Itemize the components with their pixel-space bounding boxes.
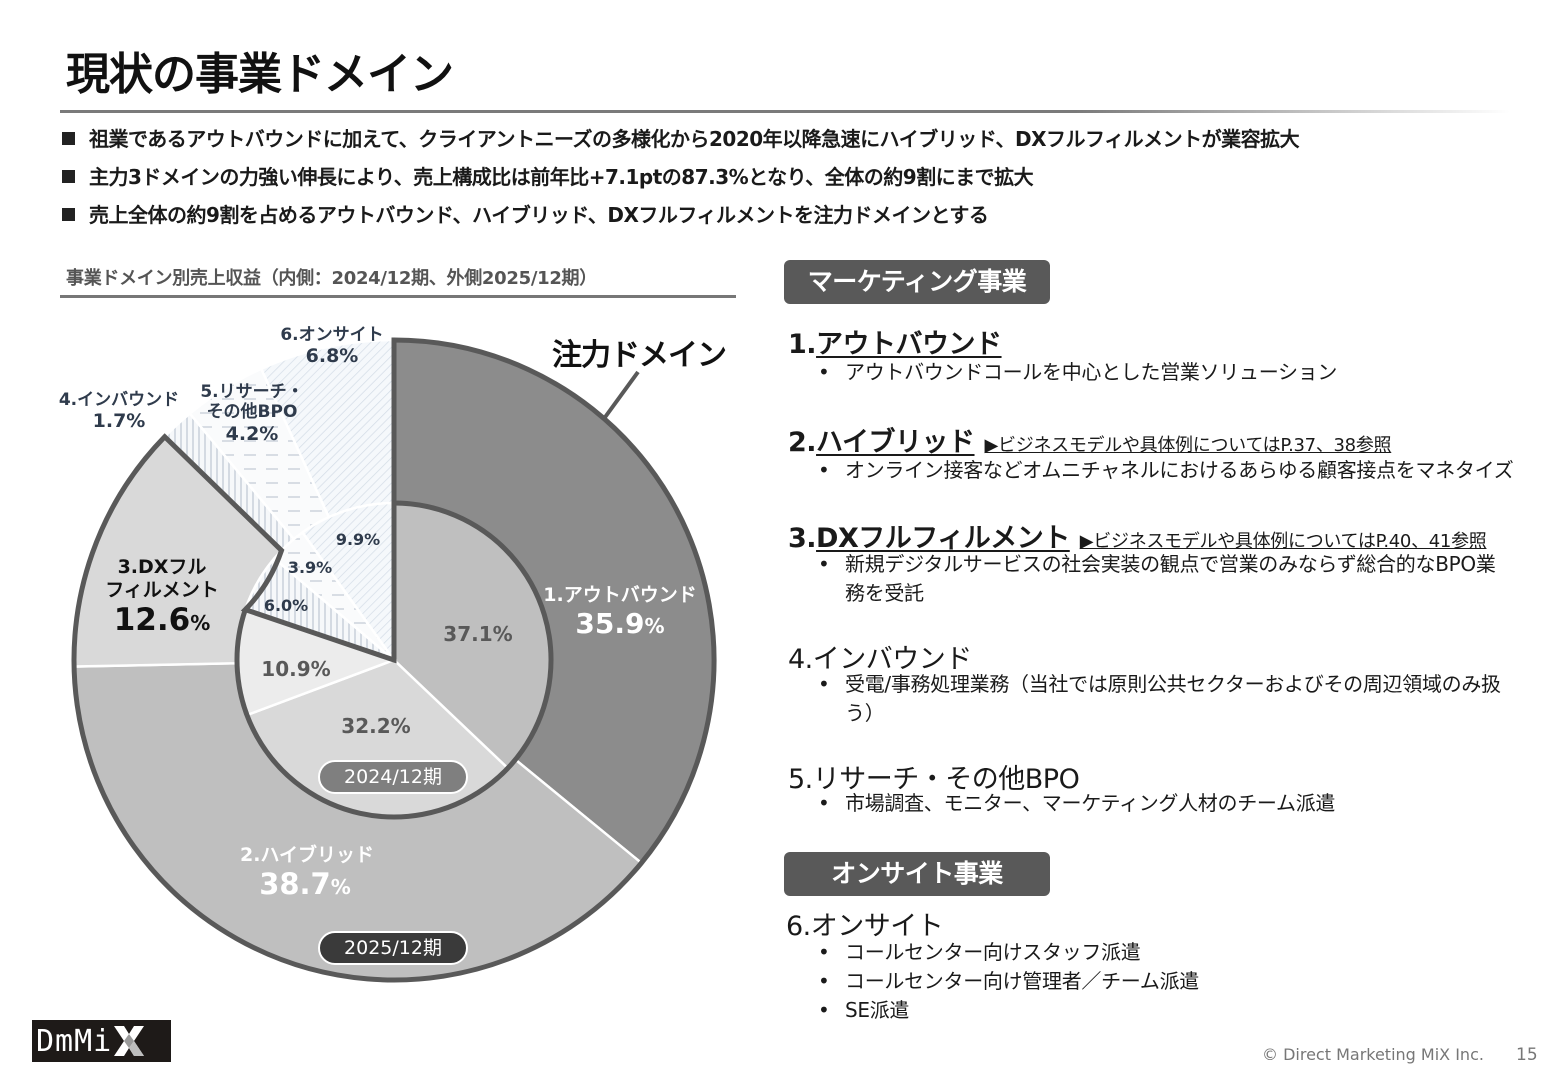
domain-desc-inbound: 受電/事務処理業務（当社では原則公共セクターおよびその周辺領域のみ扱う） xyxy=(818,670,1528,728)
outer-label-dx-fulfillment: 3.DXフル フィルメント 12.6% xyxy=(105,556,219,638)
outer-label-onsite: 6.オンサイト 6.8% xyxy=(280,325,384,368)
inner-label-inbound: 6.0% xyxy=(263,596,309,615)
outer-label-hybrid: 2.ハイブリッド 38.7% xyxy=(240,844,375,901)
summary-bullet: 売上全体の約9割を占めるアウトバウンド、ハイブリッド、DXフルフィルメントを注力… xyxy=(62,196,1299,234)
domain-heading-outbound: 1.アウトバウンド xyxy=(788,329,1002,360)
focus-domain-outline xyxy=(71,337,717,983)
square-bullet-icon xyxy=(62,170,75,183)
domain-desc-hybrid: オンライン接客などオムニチャネルにおけるあらゆる顧客接点をマネタイズ xyxy=(818,456,1514,485)
inner-label-onsite: 9.9% xyxy=(335,530,381,549)
chart-caption-divider xyxy=(60,295,736,298)
outer-label-outbound: 1.アウトバウンド 35.9% xyxy=(543,584,697,640)
domain-revenue-donut-chart xyxy=(71,337,717,983)
outer-label-inbound: 4.インバウンド 1.7% xyxy=(58,390,180,433)
inner-label-research-bpo: 3.9% xyxy=(287,558,333,577)
title-divider xyxy=(60,110,1510,113)
summary-bullets: 祖業であるアウトバウンドに加えて、クライアントニーズの多様化から2020年以降急… xyxy=(62,120,1300,234)
domain-desc-research-bpo: 市場調査、モニター、マーケティング人材のチーム派遣 xyxy=(818,789,1335,818)
inner-ring-outline xyxy=(234,500,554,820)
square-bullet-icon xyxy=(62,132,75,145)
page-number: 15 xyxy=(1516,1045,1538,1065)
inner-label-hybrid: 32.2% xyxy=(341,714,411,738)
outer-period-badge: 2025/12期 xyxy=(318,931,468,965)
inner-label-dx-fulfillment: 10.9% xyxy=(261,657,331,681)
domain-desc-onsite: コールセンター向けスタッフ派遣 コールセンター向け管理者／チーム派遣 SE派遣 xyxy=(818,938,1199,1025)
inner-period-badge: 2024/12期 xyxy=(318,760,468,794)
square-bullet-icon xyxy=(62,208,75,221)
domain-desc-dx-fulfillment: 新規デジタルサービスの社会実装の観点で営業のみならず総合的なBPO業務を受託 xyxy=(818,550,1508,608)
domain-desc-outbound: アウトバウンドコールを中心とした営業ソリューション xyxy=(818,358,1337,387)
page-reference-link[interactable]: ▶ビジネスモデルや具体例についてはP.40、41参照 xyxy=(1079,531,1487,552)
onsite-section-badge: オンサイト事業 xyxy=(784,852,1050,896)
inner-label-outbound: 37.1% xyxy=(443,622,513,646)
domain-heading-dx-fulfillment: 3.DXフルフィルメント ▶ビジネスモデルや具体例についてはP.40、41参照 xyxy=(788,523,1487,554)
chart-caption: 事業ドメイン別売上収益（内側：2024/12期、外側2025/12期） xyxy=(66,268,597,289)
logo-x-mark-icon xyxy=(114,1026,145,1056)
page-title: 現状の事業ドメイン xyxy=(66,49,454,100)
domain-heading-hybrid: 2.ハイブリッド ▶ビジネスモデルや具体例についてはP.37、38参照 xyxy=(788,427,1392,458)
marketing-section-badge: マーケティング事業 xyxy=(784,260,1050,304)
donut-segments xyxy=(71,337,717,983)
copyright-text: © Direct Marketing MiX Inc. xyxy=(1262,1045,1484,1064)
summary-bullet: 祖業であるアウトバウンドに加えて、クライアントニーズの多様化から2020年以降急… xyxy=(62,120,1300,158)
page-reference-link[interactable]: ▶ビジネスモデルや具体例についてはP.37、38参照 xyxy=(984,435,1392,456)
outer-label-research-bpo: 5.リサーチ・ その他BPO 4.2% xyxy=(200,382,304,445)
focus-domain-label: 注力ドメイン xyxy=(552,338,727,373)
inner-segment-6 xyxy=(300,501,396,664)
company-logo: DmMi xyxy=(32,1020,171,1062)
domain-heading-onsite: 6.オンサイト xyxy=(786,911,944,942)
summary-bullet: 主力3ドメインの力強い伸長により、売上構成比は前年比+7.1ptの87.3%とな… xyxy=(62,158,1299,196)
